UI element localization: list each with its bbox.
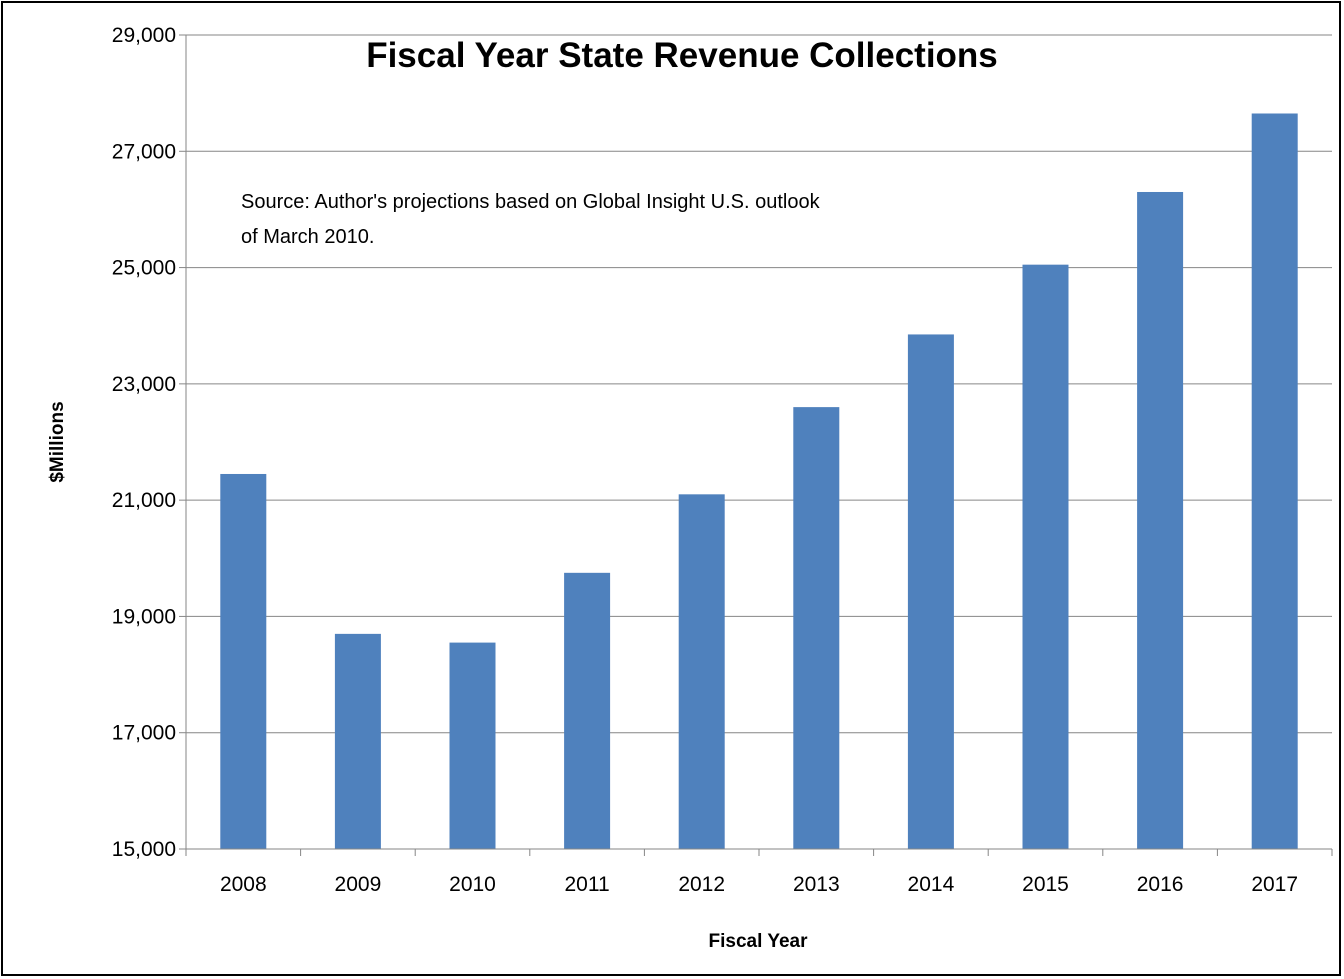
x-tick-labels: 2008 2009 2010 2011 2012 2013 2014 2015 2016 2017 (220, 873, 1298, 896)
y-tick-label: 15,000 (112, 838, 176, 861)
bar-2016 (1137, 191, 1184, 849)
x-tick-label: 2009 (335, 873, 382, 896)
bar-2017 (1251, 113, 1298, 849)
bar-2013 (793, 407, 840, 849)
x-tick-label: 2012 (678, 873, 725, 896)
x-tick-label: 2013 (793, 873, 840, 896)
x-tick-label: 2015 (1022, 873, 1069, 896)
x-tick-label: 2014 (908, 873, 955, 896)
bar-2011 (564, 572, 611, 849)
x-tick-label: 2016 (1137, 873, 1184, 896)
y-tick-label: 17,000 (112, 722, 176, 745)
source-annotation-line-1: Source: Author's projections based on Gl… (241, 191, 821, 213)
x-tick-label: 2011 (565, 873, 610, 896)
y-tick-label: 25,000 (112, 257, 176, 280)
source-annotation-line-2: of March 2010. (241, 226, 374, 248)
chart-title: Fiscal Year State Revenue Collections (366, 36, 998, 75)
bar-2014 (907, 334, 954, 850)
y-tick-label: 21,000 (112, 489, 176, 512)
bar-2008 (220, 473, 267, 849)
x-tick-label: 2017 (1251, 873, 1298, 896)
x-tick-label: 2008 (220, 873, 267, 896)
y-tick-labels: 15,000 17,000 19,000 21,000 23,000 25,000 27,0… (112, 24, 176, 861)
bar-2009 (334, 633, 381, 849)
y-tick-label: 27,000 (112, 140, 176, 163)
axes (179, 34, 1333, 856)
y-tick-label: 19,000 (112, 605, 176, 628)
bars (220, 113, 1298, 850)
bar-2015 (1022, 264, 1069, 849)
x-tick-label: 2010 (449, 873, 496, 896)
x-axis-title: Fiscal Year (709, 931, 809, 952)
y-tick-label: 29,000 (112, 24, 176, 47)
y-axis-title: $Millions (47, 401, 68, 482)
y-tick-label: 23,000 (112, 373, 176, 396)
bar-2010 (449, 642, 496, 849)
bar-2012 (678, 494, 725, 849)
